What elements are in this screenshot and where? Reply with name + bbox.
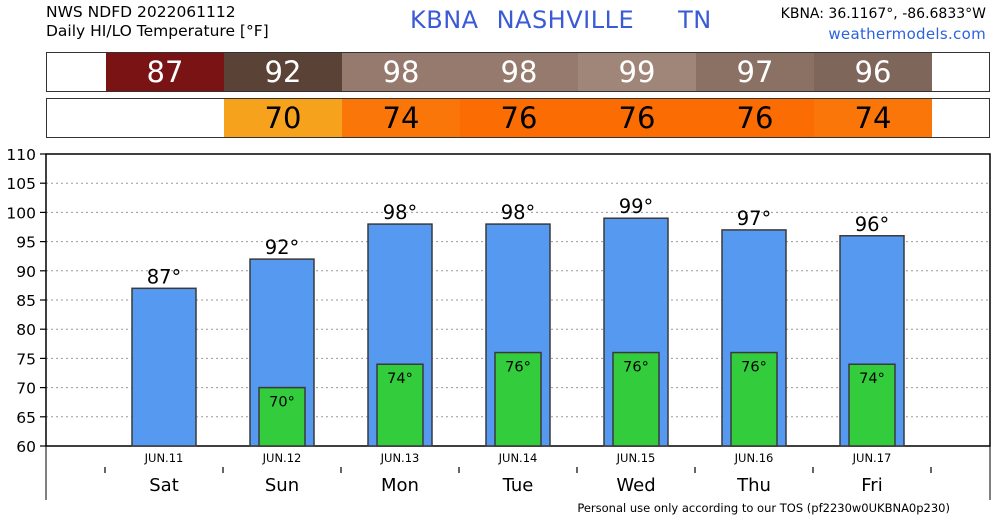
y-tick-label: 110 xyxy=(6,146,36,164)
y-tick-label: 90 xyxy=(16,263,36,281)
station-name: NASHVILLE xyxy=(496,6,635,34)
x-day-label: Tue xyxy=(502,475,534,496)
station-title: KBNA NASHVILLE TN xyxy=(410,6,730,34)
x-date-label: JUN.14 xyxy=(498,451,538,465)
hi-temp-cell: 98 xyxy=(460,53,578,91)
lo-temp-bar xyxy=(848,363,896,447)
lo-temp-cell: 74 xyxy=(342,99,460,137)
x-day-label: Sun xyxy=(265,475,299,496)
station-state: TN xyxy=(678,6,712,34)
hi-temp-row: 87 92 98 98 99 97 96 xyxy=(46,52,990,92)
lo-temp-bar xyxy=(376,363,424,447)
hi-temp-label: 96° xyxy=(855,213,890,236)
x-date-label: JUN.12 xyxy=(262,451,302,465)
lo-temp-cell: 70 xyxy=(224,99,342,137)
x-date-label: JUN.16 xyxy=(734,451,774,465)
x-day-label: Wed xyxy=(616,475,655,496)
lo-temp-cell: 76 xyxy=(460,99,578,137)
hi-temp-cell: 87 xyxy=(106,53,224,91)
x-date-label: JUN.15 xyxy=(616,451,656,465)
lo-temp-cell: 74 xyxy=(814,99,932,137)
hi-temp-label: 98° xyxy=(501,201,536,224)
lo-temp-bar xyxy=(494,351,542,447)
hi-temp-label: 87° xyxy=(147,265,182,288)
y-tick-label: 105 xyxy=(6,175,36,193)
footer-note: Personal use only according to our TOS (… xyxy=(577,501,950,515)
lo-temp-label: 74° xyxy=(387,371,413,387)
station-code: KBNA xyxy=(410,6,479,34)
lo-temp-cell: 76 xyxy=(696,99,814,137)
x-day-label: Fri xyxy=(861,475,882,496)
y-tick-label: 65 xyxy=(16,409,36,427)
hi-temp-label: 99° xyxy=(619,195,654,218)
lo-temp-bar xyxy=(258,386,306,447)
lo-temp-label: 70° xyxy=(269,395,295,411)
site-link[interactable]: weathermodels.com xyxy=(828,25,986,43)
hi-temp-cell: 97 xyxy=(696,53,814,91)
x-date-label: JUN.13 xyxy=(380,451,420,465)
hi-temp-cell: 96 xyxy=(814,53,932,91)
station-coordinates: KBNA: 36.1167°, -86.6833°W xyxy=(780,6,986,22)
y-tick-label: 85 xyxy=(16,292,36,310)
hi-temp-bar xyxy=(131,287,197,447)
lo-temp-label: 76° xyxy=(505,360,531,376)
y-tick-label: 60 xyxy=(16,438,36,456)
y-tick-label: 80 xyxy=(16,321,36,339)
x-date-label: JUN.11 xyxy=(144,451,184,465)
x-date-label: JUN.17 xyxy=(852,451,892,465)
lo-temp-row: 70 74 76 76 76 74 xyxy=(46,98,990,138)
product-label: Daily HI/LO Temperature [°F] xyxy=(46,22,269,40)
lo-temp-label: 76° xyxy=(741,360,767,376)
lo-temp-bar xyxy=(612,351,660,447)
lo-temp-label: 74° xyxy=(859,371,885,387)
x-day-label: Thu xyxy=(736,475,771,496)
hi-temp-cell: 99 xyxy=(578,53,696,91)
chart-header-right: KBNA: 36.1167°, -86.6833°W weathermodels… xyxy=(781,4,986,44)
hi-temp-label: 98° xyxy=(383,201,418,224)
x-day-label: Sat xyxy=(149,475,179,496)
hi-temp-cell: 92 xyxy=(224,53,342,91)
y-tick-label: 75 xyxy=(16,350,36,368)
y-tick-label: 70 xyxy=(16,380,36,398)
chart-header-left: NWS NDFD 2022061112 Daily HI/LO Temperat… xyxy=(46,3,269,41)
hi-temp-label: 97° xyxy=(737,207,772,230)
model-run-label: NWS NDFD 2022061112 xyxy=(46,3,236,21)
lo-temp-label: 76° xyxy=(623,360,649,376)
lo-temp-cell xyxy=(106,99,224,137)
hi-temp-cell: 98 xyxy=(342,53,460,91)
y-tick-label: 95 xyxy=(16,234,36,252)
lo-temp-bar xyxy=(730,351,778,447)
lo-temp-cell: 76 xyxy=(578,99,696,137)
hi-temp-label: 92° xyxy=(265,236,300,259)
y-tick-label: 100 xyxy=(6,204,36,222)
x-day-label: Mon xyxy=(381,475,419,496)
